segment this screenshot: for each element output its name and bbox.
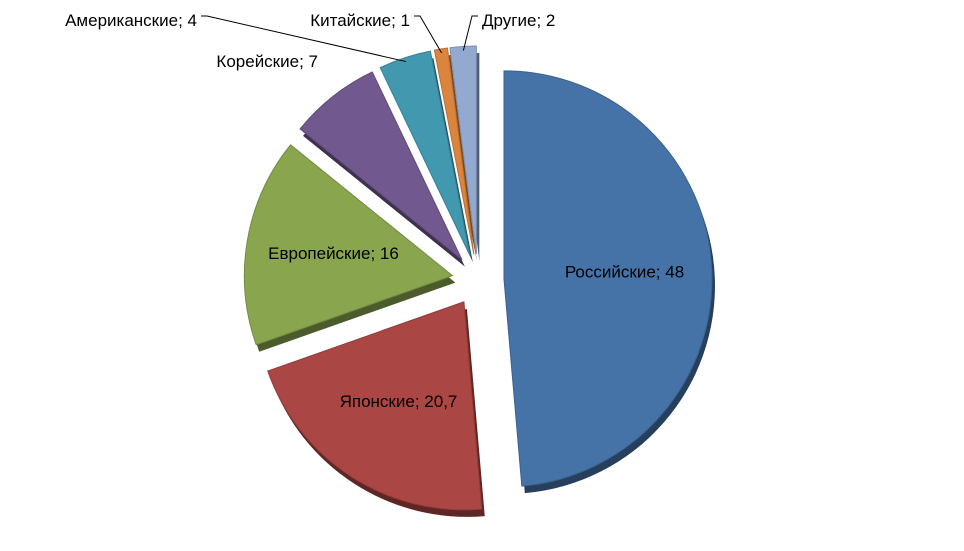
slice [267, 301, 483, 511]
value-label: 48 [665, 263, 684, 282]
category-name: Китайские [310, 11, 391, 30]
leader-line [414, 15, 442, 54]
category-name: Корейские [216, 52, 299, 71]
value-label: 16 [380, 245, 399, 264]
value-label: 7 [309, 52, 318, 71]
label-separator: ; [391, 11, 400, 30]
leader-line [462, 15, 478, 51]
data-label: Европейские; 16 [268, 245, 399, 264]
data-label: Российские; 48 [565, 263, 684, 282]
category-name: Японские [340, 393, 415, 412]
label-separator: ; [178, 11, 187, 30]
data-label: Корейские; 7 [216, 52, 318, 71]
category-name: Другие [482, 11, 536, 30]
data-label: Американские; 4 [65, 11, 197, 30]
slice [503, 70, 713, 487]
data-label: Китайские; 1 [310, 11, 410, 30]
category-name: Российские [565, 263, 656, 282]
data-label: Другие; 2 [482, 11, 555, 30]
label-separator: ; [656, 263, 665, 282]
label-separator: ; [299, 52, 308, 71]
slice [379, 50, 471, 256]
value-label: 20,7 [424, 393, 457, 412]
label-separator: ; [415, 393, 424, 412]
label-separator: ; [370, 245, 379, 264]
slice [449, 45, 477, 255]
data-label: Японские; 20,7 [340, 393, 458, 412]
category-name: Американские [65, 11, 178, 30]
slice [299, 71, 463, 260]
category-name: Европейские [268, 245, 370, 264]
label-separator: ; [536, 11, 545, 30]
value-label: 1 [401, 11, 410, 30]
slice [433, 47, 475, 255]
value-label: 2 [546, 11, 555, 30]
slice [243, 144, 454, 346]
value-label: 4 [188, 11, 197, 30]
leader-line [201, 15, 407, 63]
